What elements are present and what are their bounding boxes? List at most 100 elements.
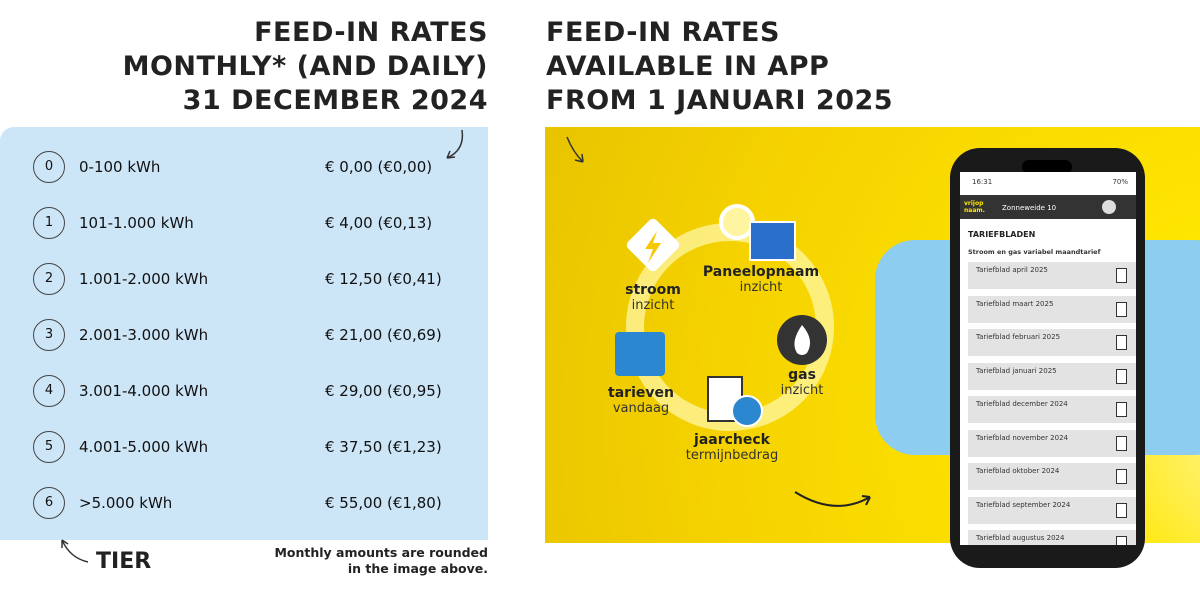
feature-name: gas (788, 367, 816, 383)
tier-rate: € 0,00 (€0,00) (325, 158, 433, 176)
right-title: FEED-IN RATES AVAILABLE IN APP FROM 1 JA… (546, 16, 893, 118)
tier-rate: € 55,00 (€1,80) (325, 494, 442, 512)
feature: Paneelopnaam inzicht (701, 264, 821, 295)
tier-range: >5.000 kWh (79, 494, 173, 512)
feature-sub: vandaag (612, 401, 670, 416)
doc-icon (1116, 469, 1127, 484)
item-label: Tariefblad januari 2025 (976, 366, 1057, 375)
rate-sheet-item: Tariefblad maart 2025 (968, 295, 1136, 323)
tier-number: 2 (33, 263, 65, 295)
tier-rate: € 12,50 (€0,41) (325, 270, 442, 288)
tier-range: 2.001-3.000 kWh (79, 326, 209, 344)
tier-panel: 0 0-100 kWh € 0,00 (€0,00) 1 101-1.000 kWh € … (0, 127, 488, 540)
feature-sub: inzicht (631, 298, 675, 313)
item-label: Tariefblad november 2024 (976, 433, 1069, 442)
tarieven-icon (615, 332, 665, 376)
item-label: Tariefblad oktober 2024 (976, 467, 1060, 475)
icons (566, 136, 871, 507)
tier-label: TIER (96, 549, 152, 574)
rate-sheet-item: Tariefblad november 2024 (968, 429, 1136, 457)
bolt (645, 231, 661, 263)
doc-icon (1116, 301, 1127, 317)
feature-name: jaarcheck (694, 432, 770, 448)
tier-row: 4 3.001-4.000 kWh € 29,00 (€0,95) (0, 372, 488, 412)
arrow (446, 129, 464, 159)
rate-sheet-item: Tariefblad oktober 2024 (968, 463, 1136, 490)
tier-number: 3 (33, 319, 65, 351)
feature: jaarcheck termijnbedrag (672, 432, 792, 463)
clock: 16:31 (972, 178, 993, 186)
rate-sheet-item: Tariefblad augustus 2024 (968, 530, 1136, 545)
brand-line: naam. (964, 207, 985, 214)
feature-name: stroom (625, 282, 681, 298)
doc-icon (1116, 402, 1127, 417)
rate-sheet-item: Tariefblad januari 2025 (968, 362, 1136, 390)
rate-sheet-item: Tariefblad september 2024 (968, 496, 1136, 524)
doc-icon (1116, 502, 1127, 518)
item-label: Tariefblad december 2024 (976, 400, 1068, 408)
brand: vrijop naam. (964, 200, 985, 214)
tier-row: 2 1.001-2.000 kWh € 12,50 (€0,41) (0, 260, 488, 300)
tier-row: 6 >5.000 kWh € 55,00 (€1,80) (0, 484, 488, 524)
screen-subheading: Stroom en gas variabel maandtarief (968, 248, 1101, 256)
battery: 70% (1112, 178, 1128, 186)
feature: stroom inzicht (593, 282, 713, 313)
tier-number: 0 (33, 151, 65, 183)
doc-icon (1116, 536, 1127, 545)
title-line: 31 DECEMBER 2024 (182, 85, 488, 116)
title-line: FROM 1 JANUARI 2025 (546, 85, 894, 116)
doc-icon (1116, 435, 1127, 451)
tier-range: 1.001-2.000 kWh (79, 270, 209, 288)
item-label: Tariefblad augustus 2024 (976, 534, 1065, 542)
doc-icon (1116, 368, 1127, 384)
tier-number: 6 (33, 487, 65, 519)
brand-line: vrijop (964, 200, 984, 207)
tier-rate: € 4,00 (€0,13) (325, 214, 433, 232)
doc-icon (1116, 268, 1127, 283)
doc-icon (1116, 335, 1127, 350)
avatar (1102, 200, 1116, 214)
tier-number: 5 (33, 431, 65, 463)
title-line: FEED-IN RATES (546, 17, 780, 48)
rate-sheet-item: Tariefblad april 2025 (968, 262, 1136, 289)
tier-number: 1 (33, 207, 65, 239)
item-label: Tariefblad september 2024 (976, 500, 1071, 509)
tier-number: 4 (33, 375, 65, 407)
tier-row: 1 101-1.000 kWh € 4,00 (€0,13) (0, 204, 488, 244)
item-label: Tariefblad maart 2025 (976, 299, 1054, 308)
arrow (566, 136, 584, 163)
rate-sheet-item: Tariefblad december 2024 (968, 396, 1136, 423)
feature: tarieven vandaag (581, 385, 701, 416)
feature-sub: inzicht (780, 383, 824, 398)
rate-sheet-item: Tariefblad februari 2025 (968, 329, 1136, 356)
tier-range: 3.001-4.000 kWh (79, 382, 209, 400)
screen-heading: TARIEFBLADEN (968, 230, 1036, 239)
item-label: Tariefblad februari 2025 (976, 333, 1061, 341)
tier-range: 0-100 kWh (79, 158, 161, 176)
euro-icon (731, 395, 763, 427)
footnote: Monthly amounts are rounded in the image… (274, 545, 488, 577)
feature-name: tarieven (608, 385, 674, 401)
phone: 16:31 70% vrijop naam. Zonneweide 10 TARI… (950, 148, 1145, 568)
arrow (794, 491, 871, 507)
tier-row: 5 4.001-5.000 kWh € 37,50 (€1,23) (0, 428, 488, 468)
tier-row: 3 2.001-3.000 kWh € 21,00 (€0,69) (0, 316, 488, 356)
panel (749, 221, 796, 261)
title-line: AVAILABLE IN APP (546, 51, 830, 82)
feature-name: Paneelopnaam (702, 264, 820, 280)
sun (719, 204, 755, 240)
tier-rate: € 37,50 (€1,23) (325, 438, 442, 456)
notch (1022, 160, 1072, 174)
feature-sub: inzicht (739, 280, 783, 295)
flame (794, 325, 811, 355)
tier-range: 101-1.000 kWh (79, 214, 194, 232)
tier-rate: € 21,00 (€0,69) (325, 326, 442, 344)
tier-rate: € 29,00 (€0,95) (325, 382, 442, 400)
item-label: Tariefblad april 2025 (976, 266, 1048, 274)
tier-range: 4.001-5.000 kWh (79, 438, 209, 456)
footnote-line: Monthly amounts are rounded (274, 545, 488, 560)
address: Zonneweide 10 (1002, 204, 1057, 212)
title-line: MONTHLY* (AND DAILY) (122, 51, 488, 82)
